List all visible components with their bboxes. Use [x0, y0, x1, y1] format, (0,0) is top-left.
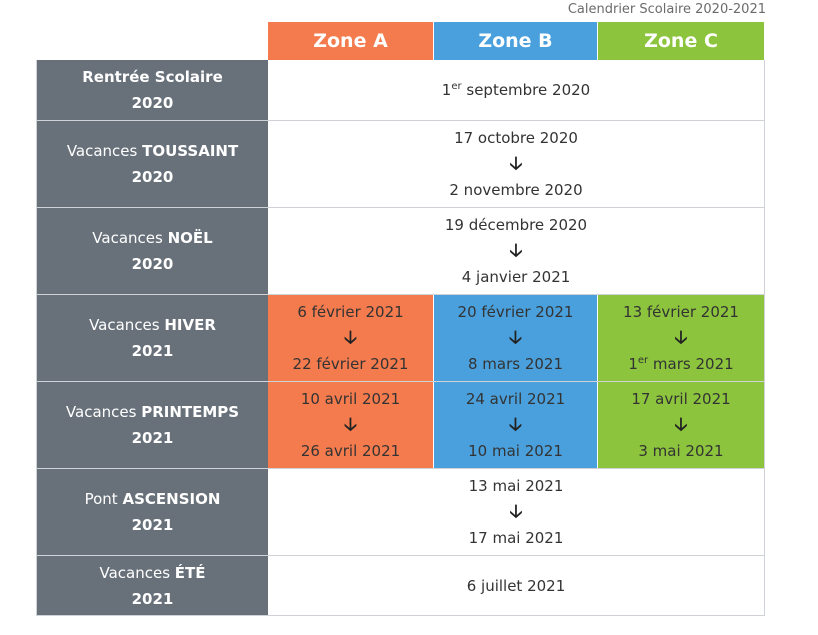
arrow-down-icon: 🡣: [509, 153, 523, 174]
date-ordinal: er: [451, 81, 462, 92]
row-label-year: 2021: [131, 429, 174, 447]
date-cell-all-zones: 1er septembre 2020: [268, 60, 764, 120]
date-cell-zone-c: 17 avril 2021 🡣 3 mai 2021: [598, 382, 764, 468]
row-label-prefix: Vacances: [66, 142, 143, 160]
date-end: 10 mai 2021: [468, 442, 563, 460]
date-start: 17 octobre 2020: [454, 129, 578, 147]
date-cell-zone-a: 10 avril 2021 🡣 26 avril 2021: [268, 382, 433, 468]
date-month-year: mars 2021: [648, 355, 734, 373]
date-start: 20 février 2021: [457, 303, 574, 321]
row-noel: Vacances NOËL 2020 19 décembre 2020 🡣 4 …: [37, 207, 764, 294]
date-cell-zone-b: 24 avril 2021 🡣 10 mai 2021: [433, 382, 598, 468]
date-end: 22 février 2021: [292, 355, 409, 373]
row-label: Rentrée Scolaire 2020: [37, 60, 268, 120]
row-label-name: NOËL: [167, 229, 213, 247]
arrow-down-icon: 🡣: [509, 414, 522, 435]
date-cell-all-zones: 17 octobre 2020 🡣 2 novembre 2020: [268, 121, 764, 207]
arrow-down-icon: 🡣: [674, 327, 688, 348]
date-month-year: septembre 2020: [461, 81, 591, 99]
row-label: Pont ASCENSION 2021: [37, 469, 268, 555]
date-single: 6 juillet 2021: [466, 576, 566, 595]
arrow-down-icon: 🡣: [674, 414, 688, 435]
date-start: 13 février 2021: [623, 303, 739, 321]
calendar-caption: Calendrier Scolaire 2020-2021: [567, 2, 766, 17]
zone-c-header: Zone C: [598, 22, 764, 60]
row-label: Vacances HIVER 2021: [37, 295, 268, 381]
date-end: 2 novembre 2020: [449, 181, 583, 199]
row-label-name: TOUSSAINT: [142, 142, 239, 160]
row-label-prefix: Vacances: [99, 563, 175, 582]
zone-b-header: Zone B: [433, 22, 598, 60]
row-hiver: Vacances HIVER 2021 6 février 2021 🡣 22 …: [37, 294, 764, 381]
row-ete: Vacances ÉTÉ 2021 6 juillet 2021: [37, 555, 764, 615]
date-cell-zone-c: 13 février 2021 🡣 1er mars 2021: [598, 295, 764, 381]
date-cell-all-zones: 19 décembre 2020 🡣 4 janvier 2021: [268, 208, 764, 294]
date-start: 24 avril 2021: [465, 390, 566, 408]
row-label-year: 2021: [131, 589, 174, 608]
row-ascension: Pont ASCENSION 2021 13 mai 2021 🡣 17 mai…: [37, 468, 764, 555]
date-start: 13 mai 2021: [468, 477, 564, 495]
row-label: Vacances TOUSSAINT 2020: [37, 121, 268, 207]
row-label-name: ASCENSION: [122, 490, 221, 508]
row-toussaint: Vacances TOUSSAINT 2020 17 octobre 2020 …: [37, 120, 764, 207]
date-start: 17 avril 2021: [631, 390, 731, 408]
date-end: 1er mars 2021: [628, 351, 733, 377]
row-label-prefix: Vacances: [92, 229, 168, 247]
date-end: 3 mai 2021: [638, 442, 724, 460]
date-end: 8 mars 2021: [467, 355, 564, 373]
arrow-down-icon: 🡣: [509, 240, 523, 261]
row-label-prefix: Vacances: [65, 403, 142, 421]
row-label-text: Rentrée Scolaire: [82, 68, 223, 86]
date-cell-zone-b: 20 février 2021 🡣 8 mars 2021: [433, 295, 598, 381]
row-label-year: 2020: [131, 168, 174, 186]
date-cell-zone-a: 6 février 2021 🡣 22 février 2021: [268, 295, 433, 381]
zone-header: Zone A Zone B Zone C: [268, 22, 764, 60]
date-day: 1: [628, 355, 638, 373]
row-rentree: Rentrée Scolaire 2020 1er septembre 2020: [37, 60, 764, 120]
school-calendar-table: Rentrée Scolaire 2020 1er septembre 2020…: [36, 60, 765, 616]
row-label-prefix: Vacances: [89, 316, 165, 334]
date-start: 19 décembre 2020: [444, 216, 588, 234]
row-label-prefix: Pont: [84, 490, 123, 508]
date-day: 1: [441, 81, 452, 99]
row-label-year: 2020: [131, 94, 174, 112]
row-label-name: PRINTEMPS: [141, 403, 240, 421]
date-start: 6 février 2021: [297, 303, 404, 321]
date-cell-all-zones: 6 juillet 2021: [268, 556, 764, 615]
arrow-down-icon: 🡣: [509, 501, 523, 522]
row-label-year: 2020: [131, 255, 174, 273]
row-label: Vacances ÉTÉ 2021: [37, 556, 268, 615]
arrow-down-icon: 🡣: [344, 327, 357, 348]
date-start: 10 avril 2021: [300, 390, 401, 408]
date-end: 4 janvier 2021: [461, 268, 571, 286]
row-label-name: ÉTÉ: [174, 563, 206, 582]
row-label: Vacances NOËL 2020: [37, 208, 268, 294]
row-label: Vacances PRINTEMPS 2021: [37, 382, 268, 468]
date-end: 26 avril 2021: [300, 442, 401, 460]
arrow-down-icon: 🡣: [344, 414, 357, 435]
row-label-name: HIVER: [164, 316, 216, 334]
row-label-year: 2021: [131, 342, 174, 360]
date-cell-all-zones: 13 mai 2021 🡣 17 mai 2021: [268, 469, 764, 555]
zone-a-header: Zone A: [268, 22, 433, 60]
row-label-year: 2021: [131, 516, 174, 534]
date-end: 17 mai 2021: [468, 529, 564, 547]
arrow-down-icon: 🡣: [509, 327, 522, 348]
row-printemps: Vacances PRINTEMPS 2021 10 avril 2021 🡣 …: [37, 381, 764, 468]
date-ordinal: er: [637, 355, 649, 366]
